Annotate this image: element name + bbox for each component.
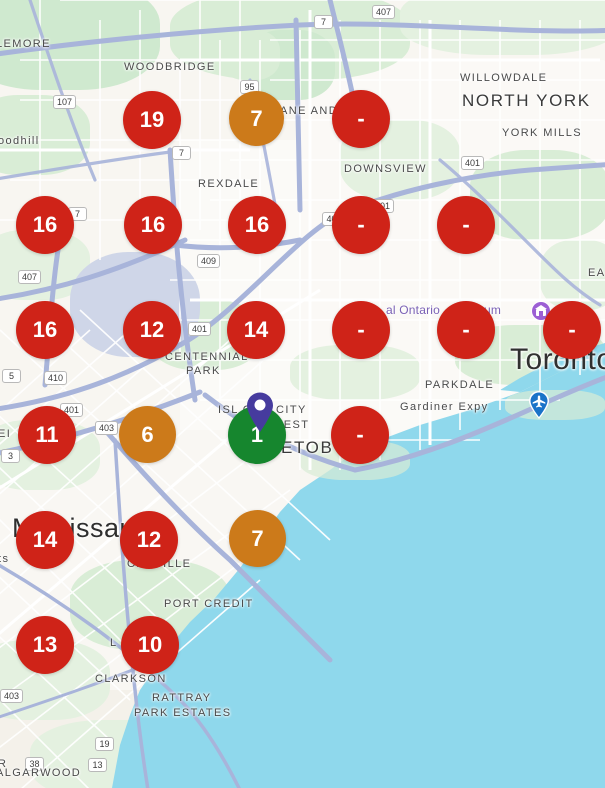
place-label: NORTH YORK: [462, 91, 591, 110]
cluster-marker[interactable]: -: [332, 301, 390, 359]
cluster-count: -: [356, 422, 364, 447]
greenspace: [540, 240, 605, 310]
cluster-count: 16: [32, 317, 58, 342]
cluster-count: 16: [140, 212, 166, 237]
place-label: L: [110, 637, 118, 649]
cluster-marker[interactable]: 14: [227, 301, 285, 359]
cluster-count: 16: [32, 212, 58, 237]
cluster-count: 10: [137, 632, 163, 657]
cluster-marker[interactable]: -: [543, 301, 601, 359]
highway-shield: 107: [53, 95, 77, 109]
cluster-count: -: [357, 317, 365, 342]
place-label: al Ontario: [386, 303, 441, 317]
cluster-count: 12: [139, 317, 165, 342]
place-label: ALGARWOOD: [0, 767, 82, 779]
cluster-count: 14: [32, 527, 58, 552]
cluster-marker[interactable]: -: [332, 90, 390, 148]
place-label: EA: [588, 267, 605, 279]
place-label: DOWNSVIEW: [344, 163, 427, 175]
highway-shield: 401: [461, 156, 485, 170]
cluster-count: 14: [243, 317, 269, 342]
place-label: WILLOWDALE: [460, 72, 548, 84]
cluster-count: 12: [136, 527, 162, 552]
cluster-marker[interactable]: 13: [16, 616, 74, 674]
cluster-count: -: [462, 317, 470, 342]
cluster-marker[interactable]: 12: [123, 301, 181, 359]
place-label: oodhill: [0, 135, 40, 147]
place-label: EI: [0, 428, 12, 440]
cluster-marker[interactable]: 10: [121, 616, 179, 674]
cluster-count: 7: [251, 525, 264, 551]
cluster-marker[interactable]: 16: [16, 196, 74, 254]
airport-icon[interactable]: [527, 390, 551, 425]
place-label: PARKDALE: [425, 379, 495, 391]
highway-shield: 403: [0, 689, 24, 703]
cluster-marker[interactable]: 7: [229, 510, 286, 567]
cluster-count: 11: [35, 422, 59, 447]
cluster-marker[interactable]: 12: [120, 511, 178, 569]
highway-shield: 19: [95, 737, 114, 751]
cluster-count: -: [357, 106, 365, 131]
cluster-count: -: [462, 212, 470, 237]
place-label: LEMORE: [0, 38, 51, 50]
cluster-count: 16: [244, 212, 270, 237]
cluster-count: 7: [250, 105, 263, 131]
cluster-marker[interactable]: 16: [16, 301, 74, 359]
place-label: ts: [0, 553, 10, 565]
cluster-marker[interactable]: 16: [124, 196, 182, 254]
cluster-marker[interactable]: 16: [228, 196, 286, 254]
place-label: REXDALE: [198, 178, 260, 190]
cluster-count: -: [568, 317, 576, 342]
highway-shield: 3: [1, 449, 20, 463]
highway-shield: 7: [314, 15, 333, 29]
cluster-count: 19: [139, 107, 165, 132]
highway-shield: 95: [240, 80, 259, 94]
place-label: R: [0, 758, 8, 770]
highway-shield: 409: [197, 254, 221, 268]
place-label: YORK MILLS: [502, 127, 583, 139]
highway-shield: 410: [44, 371, 68, 385]
highway-shield: 5: [2, 369, 21, 383]
place-label: PARK ESTATES: [134, 707, 232, 719]
cluster-count: 13: [32, 632, 58, 657]
selected-location-pin[interactable]: [245, 391, 275, 433]
place-label: CENTENNIAL: [165, 351, 249, 363]
cluster-marker[interactable]: 7: [229, 91, 284, 146]
highway-shield: 403: [95, 421, 119, 435]
highway-shield: 407: [18, 270, 42, 284]
cluster-marker[interactable]: 14: [16, 511, 74, 569]
cluster-count: 6: [141, 421, 154, 447]
cluster-marker[interactable]: 6: [119, 406, 176, 463]
place-label: WOODBRIDGE: [124, 61, 216, 73]
cluster-marker[interactable]: 11: [18, 406, 76, 464]
place-label: Gardiner Expy: [400, 401, 489, 413]
highway-shield: 13: [88, 758, 107, 772]
highway-shield: 407: [372, 5, 396, 19]
greenspace: [0, 95, 90, 175]
cluster-count: -: [357, 212, 365, 237]
place-label: PORT CREDIT: [164, 598, 254, 610]
place-label: CLARKSON: [95, 673, 167, 685]
cluster-marker[interactable]: -: [332, 196, 390, 254]
highway-shield: 7: [172, 146, 191, 160]
cluster-marker[interactable]: -: [437, 301, 495, 359]
place-label: ETOB: [281, 438, 334, 457]
greenspace: [220, 30, 280, 80]
cluster-marker[interactable]: -: [331, 406, 389, 464]
place-label: ANE AND: [280, 105, 339, 117]
cluster-marker[interactable]: 19: [123, 91, 181, 149]
place-label: PARK: [186, 365, 221, 377]
cluster-marker[interactable]: -: [437, 196, 495, 254]
highway-shield: 38: [25, 757, 44, 771]
place-label: RATTRAY: [152, 692, 212, 704]
highway-shield: 401: [188, 322, 212, 336]
